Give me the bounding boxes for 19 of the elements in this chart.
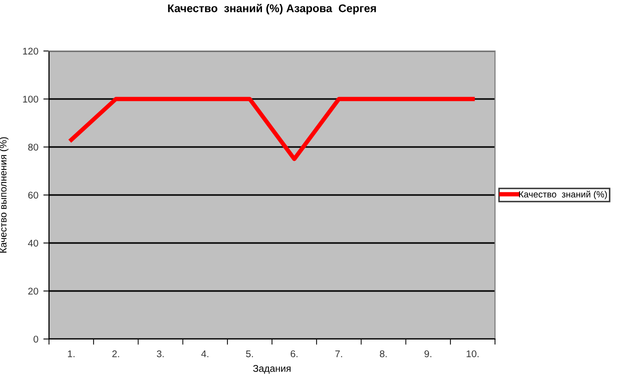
y-tick-label: 80 (28, 144, 38, 151)
x-axis-title: Задания (253, 364, 291, 374)
y-tick-label: 120 (23, 48, 38, 55)
y-tick-label: 60 (28, 192, 38, 199)
y-tick-label: 0 (34, 336, 38, 343)
x-tick-label: 4. (201, 350, 208, 358)
x-tick-label: 8. (380, 350, 387, 358)
y-tick-label: 20 (28, 288, 38, 295)
x-tick-label: 9. (424, 350, 432, 358)
x-tick-label: 1. (68, 350, 74, 358)
x-tick-label: 10. (466, 350, 479, 358)
x-tick-label: 2. (112, 350, 120, 358)
chart-title: Качество знаний (%) Азарова Сергея (168, 4, 376, 14)
x-tick-label: 6. (290, 350, 298, 358)
x-tick-label: 7. (335, 350, 342, 358)
y-tick-label: 100 (23, 96, 38, 103)
x-tick-label: 5. (246, 350, 253, 358)
y-tick-label: 40 (28, 240, 38, 247)
x-tick-label: 3. (156, 350, 164, 358)
